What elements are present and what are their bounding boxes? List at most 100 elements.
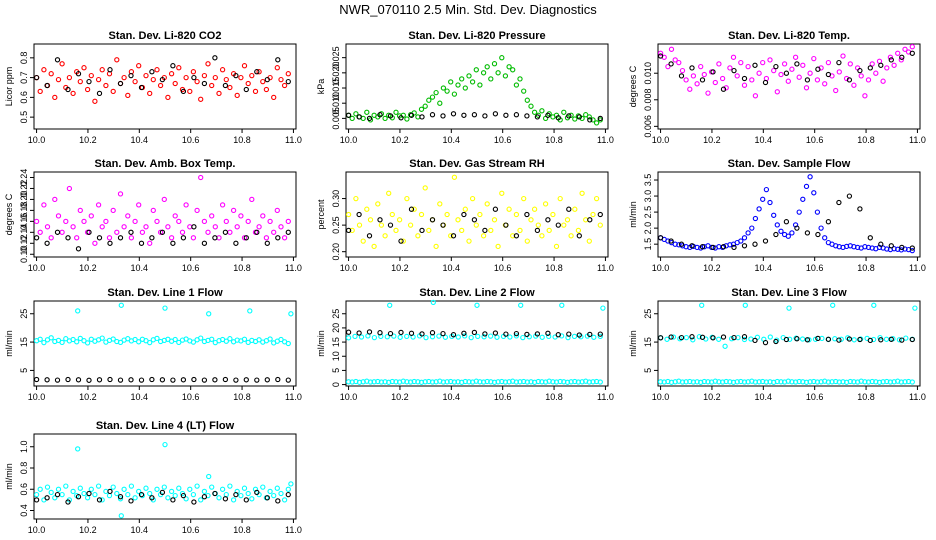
y-tick-label: 0.12	[19, 235, 29, 253]
data-point-reference	[191, 224, 197, 230]
plot-frame	[33, 433, 297, 520]
x-tick-label: 11.0	[285, 392, 302, 402]
data-point-ambient-2	[883, 336, 890, 342]
data-point-ambient	[183, 202, 189, 208]
data-point-reference	[377, 330, 383, 336]
data-point-reference	[492, 111, 499, 117]
data-point-ambient	[422, 379, 428, 385]
x-tick-label: 10.8	[857, 135, 875, 145]
data-point-ambient	[811, 378, 817, 385]
data-point-ambient	[579, 190, 585, 196]
data-point-ambient	[52, 495, 58, 501]
data-point-ambient	[437, 100, 443, 106]
data-point-ambient	[234, 92, 240, 99]
data-point-ambient	[698, 63, 704, 70]
data-point-reference	[825, 336, 832, 342]
y-axis-label: ml/min	[316, 330, 326, 357]
data-point-ambient	[590, 211, 596, 218]
data-point-ambient	[219, 202, 226, 208]
data-point-reference	[689, 243, 695, 249]
data-point-reference	[762, 238, 769, 244]
data-point-ambient	[727, 65, 733, 71]
data-point-reference	[75, 377, 82, 383]
y-tick-label: 25	[331, 309, 341, 319]
data-point-outliers	[742, 302, 748, 308]
data-point-ambient	[59, 61, 65, 67]
data-point-ambient	[590, 117, 596, 123]
data-point-ambient	[99, 67, 105, 73]
data-point-ambient	[136, 339, 142, 345]
data-point-reference	[587, 217, 593, 223]
x-tick-label: 10.0	[340, 392, 358, 402]
data-point-ambient-2	[513, 333, 520, 339]
data-point-ambient	[260, 78, 266, 85]
data-point-ambient-2	[870, 336, 877, 343]
data-point-ambient	[727, 379, 733, 385]
data-point-ambient	[738, 238, 744, 244]
data-point-ambient	[81, 218, 87, 225]
data-point-ambient	[665, 63, 671, 70]
data-point-ambient	[459, 227, 465, 234]
data-point-reference	[243, 235, 249, 241]
data-point-ambient	[803, 85, 810, 91]
data-point-reference	[285, 377, 291, 383]
data-point-ambient	[84, 340, 91, 346]
data-point-ambient	[271, 94, 277, 101]
data-point-reference	[503, 112, 509, 118]
data-point-reference	[429, 217, 436, 223]
data-point-reference	[159, 76, 166, 83]
data-point-ambient	[364, 109, 370, 115]
data-point-reference	[710, 335, 716, 341]
x-tick-label: 10.0	[28, 392, 46, 402]
data-point-reference	[254, 229, 260, 235]
data-point-ambient	[480, 379, 487, 385]
data-point-ambient	[125, 336, 131, 342]
y-tick-label: 0.20	[331, 243, 341, 261]
data-point-ambient	[429, 379, 436, 385]
data-point-reference	[815, 231, 821, 238]
data-point-reference	[170, 377, 176, 383]
data-point-reference	[117, 80, 124, 87]
x-tick-label: 10.4	[131, 135, 149, 145]
data-point-ambient	[528, 103, 534, 109]
data-point-reference	[471, 112, 478, 118]
chart-panel-8: Stan. Dev. Line 2 Flow 10.0 10.2 10.4 10.6 10…	[316, 287, 614, 402]
data-point-reference	[75, 71, 82, 77]
data-point-reference	[731, 67, 737, 74]
data-point-ambient	[521, 195, 527, 202]
data-point-reference	[191, 499, 197, 505]
data-point-ambient	[99, 497, 105, 503]
data-point-ambient	[528, 379, 534, 385]
data-point-reference	[180, 492, 187, 499]
data-point-ambient	[712, 79, 718, 86]
data-point-ambient	[267, 336, 273, 342]
data-point-reference	[254, 69, 260, 75]
data-point-ambient	[451, 174, 458, 180]
data-point-outliers	[75, 308, 81, 314]
data-point-ambient	[513, 82, 520, 88]
y-axis-label: Licor ppm	[4, 67, 14, 107]
data-point-reference	[710, 69, 716, 75]
data-point-reference	[212, 490, 218, 497]
data-point-ambient	[274, 207, 280, 214]
data-point-ambient	[506, 64, 512, 70]
y-tick-label: 25	[19, 309, 29, 319]
data-point-reference	[888, 57, 894, 63]
data-point-ambient	[227, 336, 233, 342]
data-point-ambient	[238, 492, 244, 499]
data-point-reference	[657, 53, 664, 59]
data-point-ambient	[705, 379, 711, 385]
data-point-ambient	[822, 81, 828, 87]
data-point-reference	[689, 334, 695, 340]
data-point-ambient-2	[670, 334, 677, 340]
y-tick-label: 15	[19, 337, 29, 347]
data-point-ambient	[781, 61, 788, 67]
data-point-ambient	[256, 69, 262, 75]
data-point-reference	[128, 72, 134, 79]
data-point-reference	[387, 330, 394, 337]
data-point-ambient	[491, 379, 498, 385]
data-point-ambient	[117, 339, 124, 346]
y-axis-label: ml/min	[628, 330, 638, 357]
data-point-ambient	[367, 217, 374, 223]
data-point-ambient	[176, 339, 182, 346]
